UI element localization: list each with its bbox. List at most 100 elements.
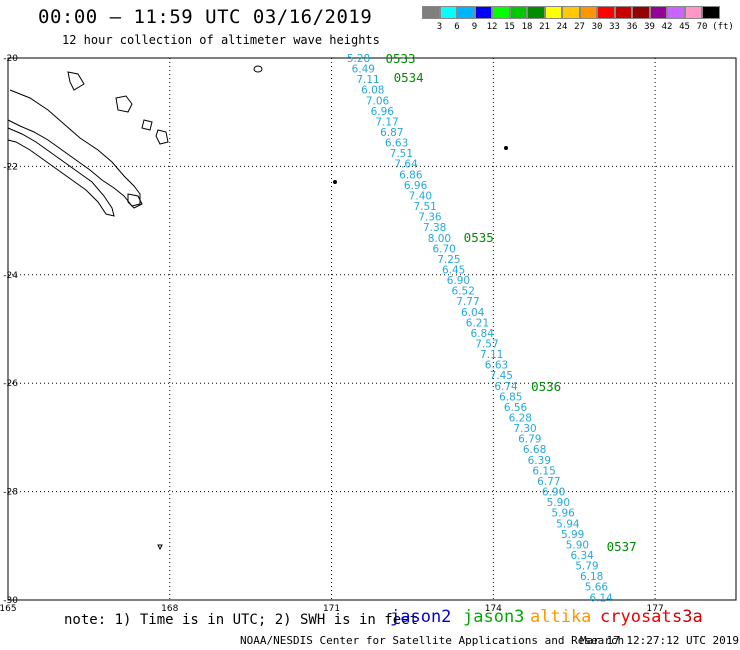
swh-label: 7.45 xyxy=(490,370,513,382)
swh-label: 7.57 xyxy=(475,339,498,351)
legend-swatch xyxy=(649,6,667,19)
color-legend: 3 6 9 12 15 18 21 24 27 30 33 36 39 42 45 70 (ft) xyxy=(0,0,740,40)
swh-label: 5.66 xyxy=(585,582,609,594)
swh-label: 7.40 xyxy=(409,190,432,202)
swh-label: 6.84 xyxy=(471,328,495,340)
swh-label: 6.15 xyxy=(532,465,555,477)
swh-label: 6.63 xyxy=(385,138,408,150)
swh-track: 5.286.497.116.087.066.967.176.876.637.51… xyxy=(347,53,613,604)
legend-swatch xyxy=(562,6,580,19)
swh-label: 6.14 xyxy=(589,592,613,604)
legend-label: 42 xyxy=(661,22,673,32)
footer-note: note: 1) Time is in UTC; 2) SWH is in fe… xyxy=(64,612,419,628)
islet-north xyxy=(253,65,263,73)
legend-swatch xyxy=(632,6,650,19)
legend-label: 12 xyxy=(486,22,498,32)
new-caledonia-inner-reef xyxy=(7,127,115,217)
legend-label: 9 xyxy=(471,22,478,32)
map-frame xyxy=(7,57,737,601)
lon-tick-label: 174 xyxy=(485,604,502,614)
swh-label: 6.85 xyxy=(499,391,522,403)
swh-label: 6.52 xyxy=(452,286,475,298)
legend-swatch xyxy=(457,6,475,19)
swh-label: 5.94 xyxy=(556,518,580,530)
loyalty-island-1 xyxy=(115,95,133,113)
footer-timestamp: Mar 17 12:27:12 UTC 2019 xyxy=(580,634,739,647)
swh-label: 7.17 xyxy=(375,116,398,128)
legend-swatch xyxy=(614,6,632,19)
lon-tick-label: 165 xyxy=(0,604,17,614)
swh-label: 6.63 xyxy=(485,360,508,372)
swh-label: 7.38 xyxy=(423,222,446,234)
swh-label: 5.99 xyxy=(561,529,584,541)
pass-time-label: 0537 xyxy=(607,539,637,554)
swh-label: 6.70 xyxy=(432,243,455,255)
swh-label: 6.56 xyxy=(504,402,528,414)
map-grid xyxy=(7,57,737,601)
page-subtitle: 12 hour collection of altimeter wave hei… xyxy=(62,33,380,47)
swh-label: 6.08 xyxy=(361,85,384,97)
legend-swatch xyxy=(684,6,702,19)
swh-label: 6.96 xyxy=(404,180,428,192)
lon-tick-label: 168 xyxy=(161,604,178,614)
swh-label: 7.06 xyxy=(366,95,390,107)
swh-label: 5.28 xyxy=(347,53,370,65)
swh-label: 7.64 xyxy=(394,159,418,171)
swh-label: 6.68 xyxy=(523,444,546,456)
lon-tick-label: 177 xyxy=(647,604,664,614)
page-title: 00:00 – 11:59 UTC 03/16/2019 xyxy=(38,6,373,28)
swh-label: 6.45 xyxy=(442,264,465,276)
legend-swatch xyxy=(667,6,685,19)
legend-label: 24 xyxy=(556,22,568,32)
legend-label: 45 xyxy=(679,22,690,32)
swh-label: 5.90 xyxy=(566,539,589,551)
loyalty-island-2 xyxy=(141,119,153,131)
swh-label: 6.74 xyxy=(494,381,518,393)
legend-swatch xyxy=(579,6,597,19)
legend-swatch xyxy=(439,6,457,19)
satellite-label-cryosat: cryosat xyxy=(600,607,672,627)
swh-label: 6.28 xyxy=(509,413,532,425)
swh-label: 5.90 xyxy=(547,497,570,509)
lat-tick-label: -30 xyxy=(3,596,18,606)
swh-label: 7.11 xyxy=(480,349,503,361)
swh-label: 5.96 xyxy=(551,508,575,520)
legend-label: 21 xyxy=(539,22,550,32)
isle-of-pines xyxy=(127,193,143,209)
lon-tick-label: 171 xyxy=(323,604,340,614)
lat-tick-label: -26 xyxy=(3,379,18,389)
islet-walpole xyxy=(333,180,337,184)
pass-time-labels: 0533 0534 0535 0536 0537 xyxy=(385,51,636,554)
swh-label: 6.39 xyxy=(528,455,551,467)
coastline xyxy=(7,65,508,551)
legend-swatch xyxy=(509,6,527,19)
swh-label: 6.49 xyxy=(352,64,375,76)
legend-label: 6 xyxy=(454,22,460,32)
islet-south xyxy=(157,544,163,551)
swh-label: 6.77 xyxy=(537,476,560,488)
legend-label: 70 xyxy=(696,22,708,32)
lat-tick-label: -22 xyxy=(3,162,18,172)
lat-tick-label: -28 xyxy=(3,488,18,498)
swh-label: 7.36 xyxy=(418,212,442,224)
legend-label: 30 xyxy=(591,22,603,32)
swh-label: 7.25 xyxy=(437,254,460,266)
legend-label: 33 xyxy=(609,22,620,32)
swh-label: 7.77 xyxy=(456,296,479,308)
legend-label: 36 xyxy=(626,22,638,32)
legend-swatch xyxy=(527,6,545,19)
swh-label: 6.79 xyxy=(518,434,541,446)
pass-time-label: 0536 xyxy=(531,379,561,394)
legend-swatch xyxy=(492,6,510,19)
swh-label: 7.51 xyxy=(413,201,436,213)
legend-label: 18 xyxy=(521,22,533,32)
legend-swatch xyxy=(474,6,492,19)
lat-tick-label: -24 xyxy=(3,271,18,281)
footer-credit: NOAA/NESDIS Center for Satellite Applica… xyxy=(240,634,625,647)
swh-label: 7.51 xyxy=(390,148,413,160)
swh-label: 6.21 xyxy=(466,317,489,329)
axis-tick-labels: 165 168 171 174 177 -20 -22 -24 -26 -28 -30 xyxy=(0,54,664,614)
legend-label: 27 xyxy=(574,22,585,32)
swh-label: 6.90 xyxy=(542,487,565,499)
